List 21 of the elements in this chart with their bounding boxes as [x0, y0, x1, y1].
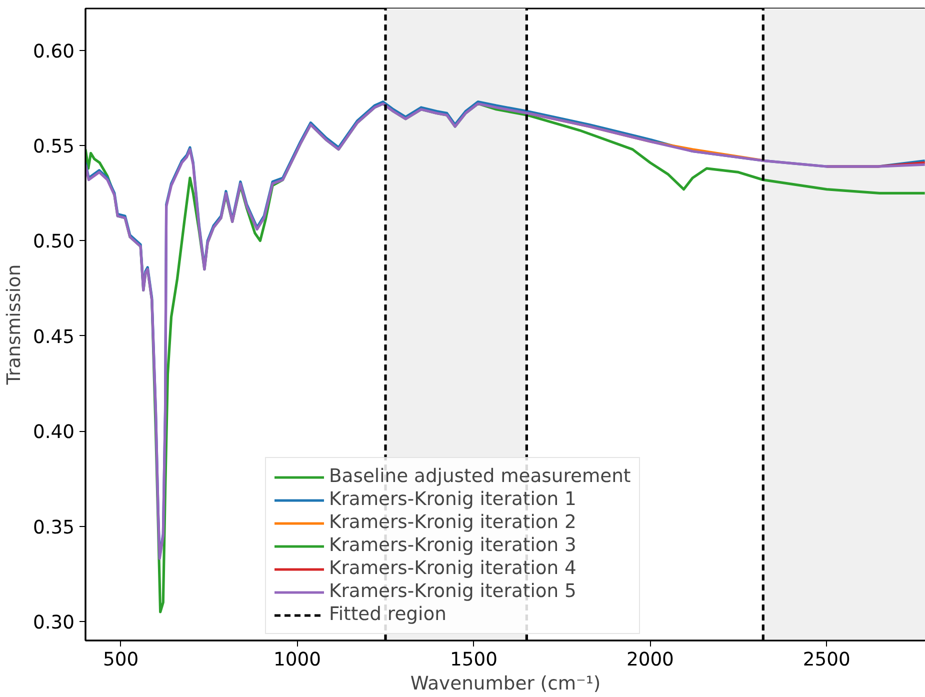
x-tick-label: 1500 [450, 650, 498, 670]
legend-label: Kramers-Kronig iteration 2 [329, 512, 576, 533]
y-tick-label: 0.35 [32, 517, 75, 538]
legend-label: Kramers-Kronig iteration 1 [329, 489, 576, 510]
y-tick-label: 0.45 [32, 326, 75, 348]
y-tick-label: 0.40 [32, 422, 75, 444]
y-tick-label: 0.50 [32, 232, 75, 253]
x-tick-label: 500 [102, 650, 139, 670]
x-tick-label: 2000 [626, 650, 674, 670]
legend-label: Kramers-Kronig iteration 4 [329, 558, 576, 579]
legend-label: Kramers-Kronig iteration 5 [329, 581, 576, 602]
y-tick-label: 0.60 [32, 41, 75, 62]
ref-line-label: Fitted region [329, 604, 446, 625]
x-tick-label: 2500 [802, 650, 850, 670]
y-axis-title: Transmission [4, 264, 25, 386]
x-tick-label: 1000 [274, 650, 322, 670]
y-tick-label: 0.55 [32, 136, 75, 158]
legend-label: Kramers-Kronig iteration 3 [329, 535, 576, 556]
y-tick-label: 0.30 [32, 612, 75, 634]
legend-label: Baseline adjusted measurement [329, 466, 631, 487]
x-axis-title: Wavenumber (cm⁻¹) [410, 674, 601, 694]
